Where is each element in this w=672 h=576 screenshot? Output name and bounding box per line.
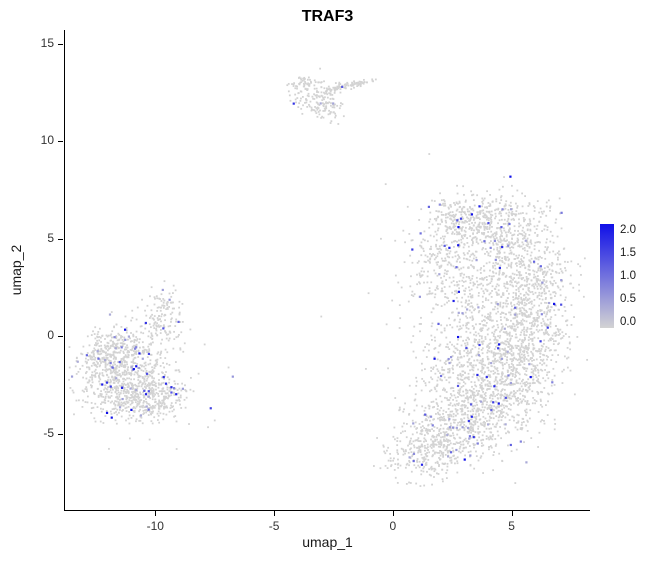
x-tick-label: 5 [508,519,515,533]
x-tick-mark [392,511,394,516]
legend-tick-label: 1.0 [620,269,636,282]
legend-tick-label: 1.5 [620,246,636,259]
x-axis-label: umap_1 [302,534,353,550]
x-axis-line [64,510,590,511]
y-tick-mark [58,43,63,45]
legend-tick-label: 0.5 [620,292,636,305]
legend-tick-label: 2.0 [620,223,636,236]
y-tick-mark [58,336,63,338]
y-tick-label: 5 [47,230,54,245]
x-tick-mark [511,511,513,516]
y-tick-mark [58,141,63,143]
y-axis-line [64,30,65,511]
x-tick-mark [274,511,276,516]
plot-title: TRAF3 [301,8,354,25]
x-tick-label: 0 [389,519,397,533]
legend-tick-label: 0.0 [620,315,636,328]
legend-gradient-bar [600,224,614,328]
y-tick-label: 15 [40,35,54,50]
x-tick-label: -10 [146,519,164,533]
y-tick-mark [58,433,63,435]
x-tick-mark [155,511,157,516]
y-tick-mark [58,238,63,240]
y-tick-label: 10 [40,133,54,148]
y-tick-label: -5 [43,425,54,440]
x-tick-label: -5 [268,519,280,533]
y-tick-label: 0 [47,328,54,343]
expression-legend: 2.0 1.5 1.0 0.5 0.0 [600,224,664,344]
y-axis-label: umap_2 [8,244,24,296]
